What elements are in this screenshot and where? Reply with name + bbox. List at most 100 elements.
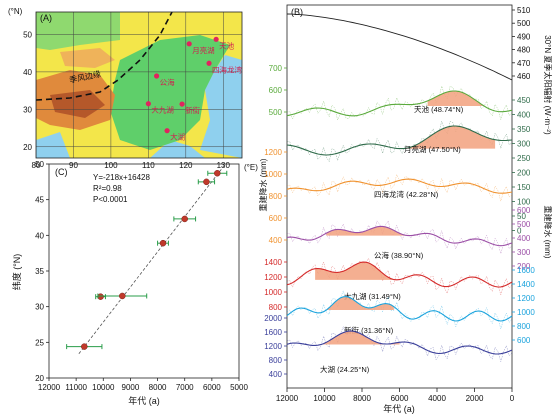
fit-equation: Y=-218x+16428 <box>93 173 150 182</box>
lon-unit-label: (°E) <box>244 163 258 172</box>
map-graticule <box>36 12 242 158</box>
precip-tick-label-right: 800 <box>517 322 531 331</box>
site-marker <box>145 101 151 107</box>
site-label: 天池 <box>219 40 234 50</box>
b-x-tick-label: 2000 <box>466 394 484 403</box>
insolation-tick-label: 510 <box>517 6 531 15</box>
scatter-point <box>119 292 126 300</box>
c-y-tick-label: 30 <box>35 303 44 312</box>
precip-tick-label-left: 600 <box>269 86 283 95</box>
map-lat-tick-label: 50 <box>23 30 32 39</box>
record-humid-fill <box>399 126 496 149</box>
scatter-point <box>97 293 104 300</box>
panel-b-label: (B) <box>291 7 303 17</box>
scatter-point <box>203 178 210 186</box>
panel-c-frame <box>48 163 240 379</box>
record-label: 大湖 (24.25°N) <box>320 364 370 374</box>
monsoon-boundary-line <box>36 12 173 101</box>
precip-tick-label-right: 350 <box>517 125 531 134</box>
precip-tick-label-right: 0 <box>517 227 522 236</box>
c-y-tick-label: 35 <box>35 267 44 276</box>
precip-tick-label-right: 1600 <box>517 266 535 275</box>
basin <box>60 48 115 68</box>
site-marker <box>179 101 185 107</box>
c-y-tick-label: 25 <box>35 338 44 347</box>
ocean-west <box>36 132 70 158</box>
precip-tick-label-left: 800 <box>269 356 283 365</box>
precip-tick-label-right: 300 <box>517 140 531 149</box>
precip-tick-label-right: 400 <box>517 111 531 120</box>
precip-tick-label-right: 250 <box>517 154 531 163</box>
c-y-tick-label: 20 <box>35 374 44 383</box>
precip-tick-label-left: 1600 <box>264 328 282 337</box>
b-x-tick-label: 12000 <box>276 394 299 403</box>
map-lon-tick-label: 80 <box>32 161 41 170</box>
scatter-point <box>81 343 88 350</box>
record-humid-fill <box>326 226 408 236</box>
site-label: 月亮湖 <box>192 45 215 55</box>
precip-axis-label-right: 重建降水 (mm) <box>543 206 553 259</box>
map-lat-tick-label: 30 <box>23 105 32 114</box>
panel-b-axes: 12000 10000 8000 6000 4000 2000 05105004904804… <box>264 6 535 403</box>
panel-c-plot: 12000 11000 10000 9000 8000 7000 6000 5000 20 25 3… <box>35 160 248 392</box>
insolation-axis-label: 30°N 夏季太阳辐射 (W·m⁻²) <box>543 35 553 135</box>
precip-tick-label-right: 1400 <box>517 280 535 289</box>
record-smooth-curve <box>286 90 513 117</box>
lowlands-north <box>36 12 120 50</box>
precip-tick-label-left: 1200 <box>264 148 282 157</box>
fit-p-value: P<0.0001 <box>93 195 128 204</box>
precip-tick-label-left: 400 <box>269 370 283 379</box>
record-smooth-curve <box>286 125 513 156</box>
c-x-tick-label: 5000 <box>230 383 248 392</box>
precip-tick-label-left: 800 <box>269 192 283 201</box>
record-raw-curve <box>286 220 513 255</box>
panel-b-series: 天池 (48.74°N) 月亮湖 (47.50°N) 四海龙湾 (42.28°N) 公… <box>286 13 513 374</box>
record-label: 大九湖 (31.49°N) <box>344 291 401 301</box>
site-marker <box>206 60 212 66</box>
fit-r-squared: R²=0.98 <box>93 184 122 193</box>
panel-c-ylabel: 纬度 (°N) <box>11 254 22 291</box>
panel-c-xlabel: 年代 (a) <box>128 395 160 406</box>
panel-a-map: (A) (°N) (°E) 季风边缘 80 90 100 110 120 13050403… <box>8 7 258 172</box>
scatter-point <box>181 215 188 223</box>
precip-tick-label-right: 400 <box>517 234 531 243</box>
panel-b-timeseries: (B) 天池 (48.74°N) 月亮湖 (47.50°N) 四海龙湾 (42.28… <box>258 4 553 414</box>
record-humid-fill <box>427 91 484 106</box>
site-label: 大湖 <box>170 132 185 142</box>
precip-tick-label-left: 1200 <box>264 273 282 282</box>
map-lon-tick-label: 90 <box>69 161 78 170</box>
precip-tick-label-left: 400 <box>269 236 283 245</box>
map-lat-tick-label: 20 <box>23 143 32 152</box>
map-frame <box>35 11 243 159</box>
site-marker <box>154 73 160 79</box>
insolation-tick-label: 460 <box>517 72 531 81</box>
plateau-high <box>50 90 105 118</box>
precip-tick-label-left: 500 <box>269 108 283 117</box>
c-x-tick-label: 8000 <box>149 383 167 392</box>
b-x-tick-label: 10000 <box>313 394 336 403</box>
precip-tick-label-right: 200 <box>517 169 531 178</box>
site-label: 公海 <box>160 77 175 87</box>
site-label: 新街 <box>185 105 200 115</box>
c-x-tick-label: 6000 <box>203 383 221 392</box>
site-marker <box>186 41 192 47</box>
map-lon-tick-label: 110 <box>142 161 155 170</box>
precip-tick-label-right: 200 <box>517 262 531 271</box>
site-label: 四海龙湾 <box>212 64 242 74</box>
record-label: 公海 (38.90°N) <box>374 250 424 260</box>
precip-tick-label-left: 600 <box>269 214 283 223</box>
map-lon-tick-label: 120 <box>179 161 193 170</box>
precip-tick-label-right: 50 <box>517 212 526 221</box>
precip-tick-label-right: 150 <box>517 183 531 192</box>
site-marker <box>213 36 219 42</box>
c-x-tick-label: 7000 <box>176 383 194 392</box>
precip-tick-label-right: 500 <box>517 220 531 229</box>
c-y-tick-label: 40 <box>35 231 44 240</box>
b-x-tick-label: 0 <box>510 394 515 403</box>
b-x-tick-label: 8000 <box>353 394 371 403</box>
record-smooth-curve <box>286 178 513 194</box>
record-humid-fill <box>315 262 400 280</box>
precip-tick-label-left: 1400 <box>264 258 282 267</box>
